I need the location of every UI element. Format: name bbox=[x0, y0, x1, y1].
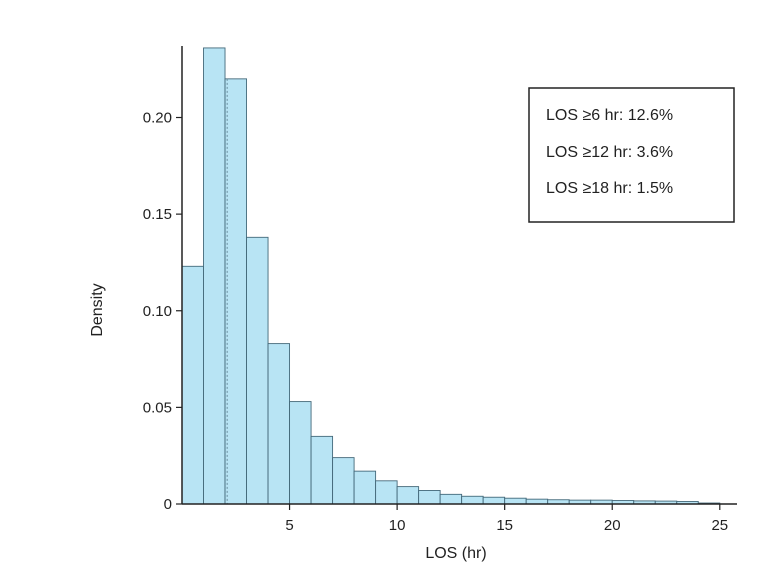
annotation-box-frame bbox=[528, 87, 735, 223]
histogram-bar bbox=[418, 490, 441, 505]
y-tick-label: 0.05 bbox=[143, 399, 172, 416]
y-tick-label: 0 bbox=[164, 496, 172, 513]
x-tick-label: 5 bbox=[285, 517, 293, 534]
y-tick-label: 0.15 bbox=[143, 206, 172, 223]
annotation-los-6hr: LOS ≥6 hr: 12.6% bbox=[546, 107, 673, 124]
x-tick-label: 15 bbox=[496, 517, 513, 534]
x-axis-ticks: 5 10 15 20 25 bbox=[285, 504, 728, 534]
histogram-bar bbox=[396, 486, 420, 505]
annotation-los-18hr: LOS ≥18 hr: 1.5% bbox=[546, 180, 673, 197]
y-axis-ticks: 0 0.05 0.10 0.15 0.20 bbox=[143, 110, 182, 513]
histogram-bar bbox=[224, 78, 247, 505]
y-axis-title: Density bbox=[89, 283, 106, 336]
annotation-los-12hr: LOS ≥12 hr: 3.6% bbox=[546, 144, 673, 161]
histogram-bar bbox=[332, 457, 355, 505]
histogram-bar bbox=[461, 495, 484, 505]
histogram-bar bbox=[310, 435, 334, 505]
histogram-bar bbox=[267, 343, 291, 505]
histogram-bar bbox=[181, 265, 204, 505]
histogram-bar bbox=[203, 47, 226, 505]
histogram-bar bbox=[246, 236, 269, 505]
x-tick-label: 20 bbox=[604, 517, 621, 534]
histogram-bar bbox=[289, 401, 312, 505]
histogram-bars bbox=[181, 47, 721, 505]
histogram-bar bbox=[482, 496, 506, 505]
y-tick-label: 0.20 bbox=[143, 110, 172, 127]
x-tick-label: 10 bbox=[389, 517, 406, 534]
histogram-bar bbox=[353, 470, 377, 505]
histogram-bar bbox=[439, 493, 463, 505]
y-tick-label: 0.10 bbox=[143, 303, 172, 320]
histogram-bar bbox=[504, 497, 527, 505]
x-tick-label: 25 bbox=[711, 517, 728, 534]
x-axis-title: LOS (hr) bbox=[425, 545, 486, 562]
histogram-bar bbox=[375, 480, 398, 505]
annotation-box: LOS ≥6 hr: 12.6% LOS ≥12 hr: 3.6% LOS ≥1… bbox=[528, 87, 735, 223]
